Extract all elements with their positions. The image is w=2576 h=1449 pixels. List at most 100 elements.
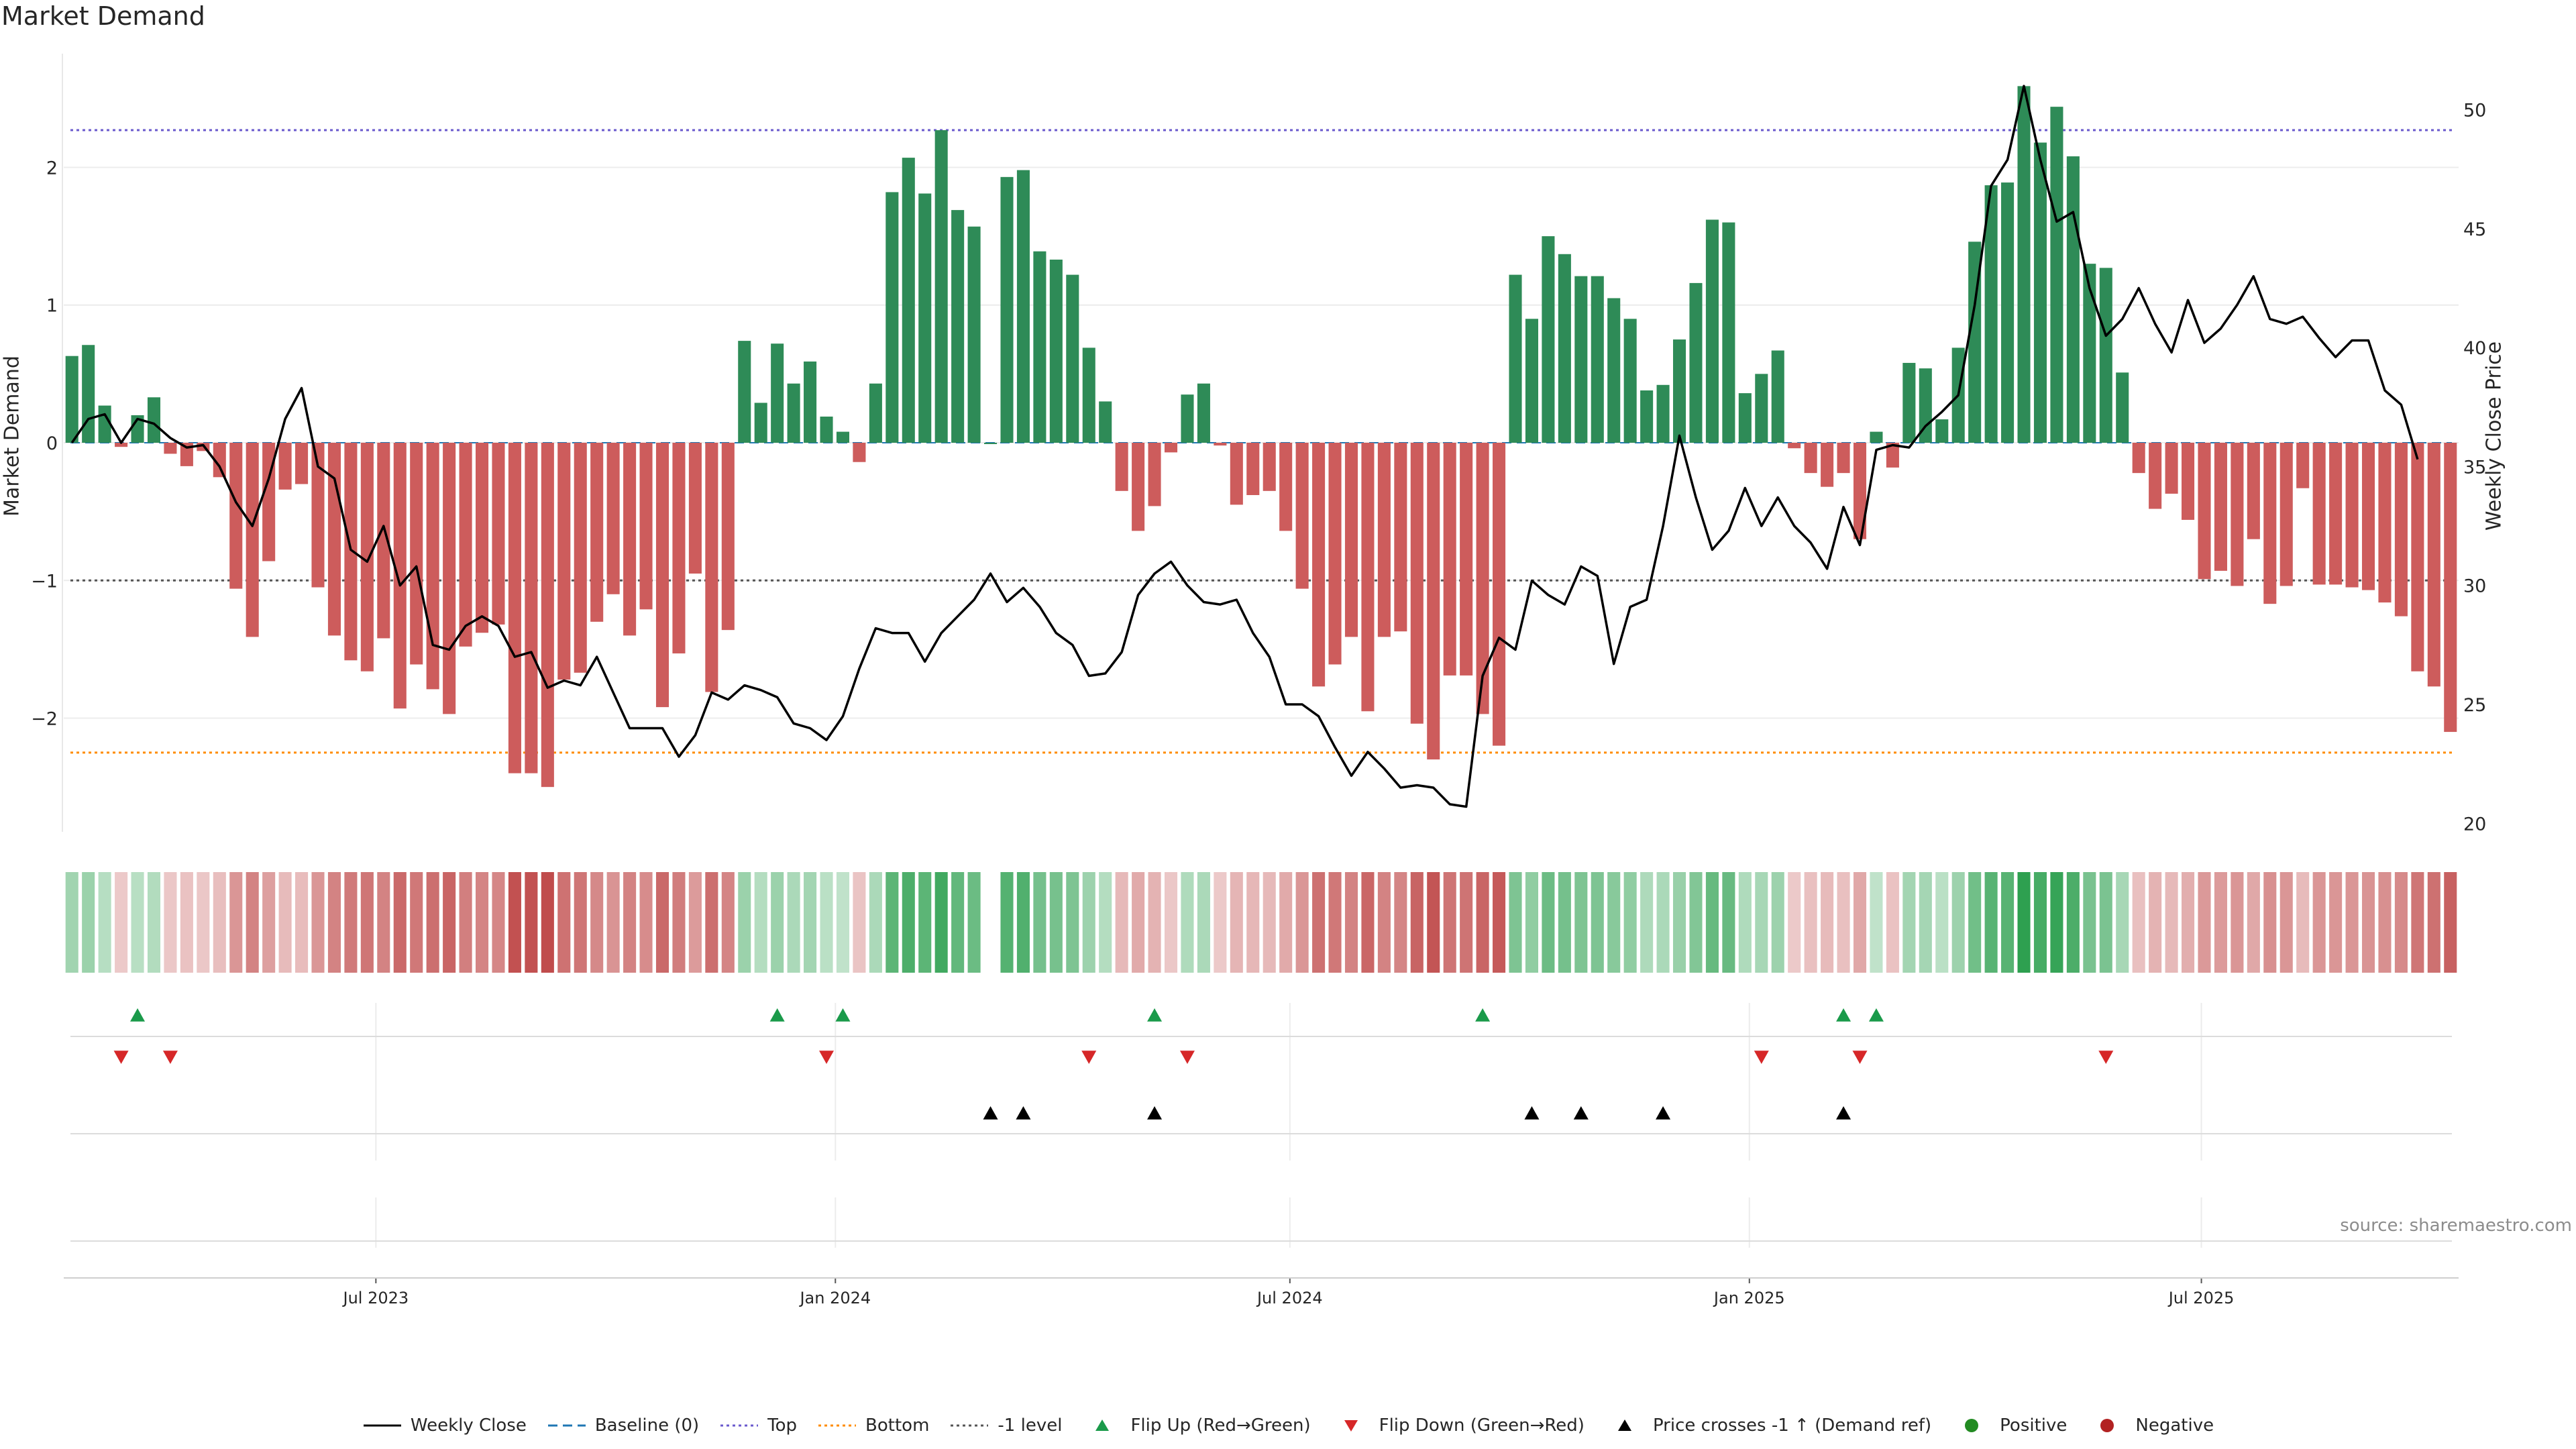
- demand-bar: [1705, 219, 1719, 443]
- heat-cell: [1623, 872, 1637, 973]
- legend-symbol: [363, 1424, 401, 1427]
- demand-bar: [804, 361, 817, 443]
- legend: Weekly Close Baseline (0) Top Bottom -1 leve…: [0, 1415, 2576, 1436]
- heat-cell: [869, 872, 882, 973]
- demand-bar: [1821, 443, 1834, 487]
- heat-cell: [2444, 872, 2457, 973]
- demand-bar: [147, 397, 161, 443]
- heat-cell: [2083, 872, 2096, 973]
- demand-bar: [1394, 443, 1407, 632]
- heat-cell: [229, 872, 243, 973]
- heat-cell: [1804, 872, 1817, 973]
- heat-cell: [2165, 872, 2178, 973]
- legend-symbol: [1965, 1419, 1979, 1432]
- heat-cell: [1246, 872, 1260, 973]
- demand-bar: [459, 443, 472, 647]
- grid-lines: [64, 166, 2459, 1248]
- heat-cell: [688, 872, 702, 973]
- heat-cell: [65, 872, 78, 973]
- legend-label: Weekly Close: [410, 1415, 527, 1436]
- flip-up-marker: [1868, 1008, 1884, 1022]
- demand-bar: [426, 443, 439, 690]
- heat-cell: [738, 872, 751, 973]
- demand-bar: [1000, 176, 1014, 443]
- flip-up-marker: [130, 1008, 146, 1022]
- heat-cell: [1410, 872, 1424, 973]
- demand-bar: [574, 443, 587, 673]
- heat-cell: [1656, 872, 1670, 973]
- heat-cell: [1689, 872, 1703, 973]
- source-label: source: sharemaestro.com: [2340, 1216, 2572, 1236]
- heat-cell: [492, 872, 505, 973]
- flip-down-marker: [1754, 1051, 1769, 1064]
- heat-cell: [2247, 872, 2260, 973]
- demand-bar: [278, 443, 292, 490]
- heat-cell: [1279, 872, 1293, 973]
- heat-cell: [574, 872, 587, 973]
- demand-bar: [1804, 443, 1817, 474]
- heat-cell: [1771, 872, 1784, 973]
- heat-cell: [2050, 872, 2063, 973]
- demand-bar: [2231, 443, 2244, 586]
- heat-cell: [1132, 872, 1145, 973]
- price-cross-marker: [1016, 1106, 1031, 1120]
- demand-bar: [1935, 419, 1949, 443]
- price-cross-marker: [1147, 1106, 1163, 1120]
- demand-bar: [525, 443, 538, 773]
- heat-cell: [393, 872, 407, 973]
- heat-cell: [2378, 872, 2392, 973]
- heat-cell: [475, 872, 489, 973]
- heat-cell: [2149, 872, 2162, 973]
- demand-bar: [2329, 443, 2343, 585]
- demand-bar: [164, 443, 177, 454]
- flip-up-marker: [1836, 1008, 1851, 1022]
- heat-cell: [1197, 872, 1210, 973]
- demand-bar: [2083, 264, 2096, 443]
- demand-bar: [1328, 443, 1342, 665]
- flip-down-marker: [1081, 1051, 1097, 1064]
- heat-cell: [2099, 872, 2112, 973]
- heat-cell: [1312, 872, 1326, 973]
- heat-cell: [2231, 872, 2244, 973]
- heat-cell: [1033, 872, 1046, 973]
- heat-cell: [1377, 872, 1391, 973]
- heat-cell: [1394, 872, 1407, 973]
- heat-cell: [2394, 872, 2408, 973]
- demand-bar: [2033, 142, 2047, 443]
- demand-bar: [1656, 384, 1670, 443]
- demand-bar: [1295, 443, 1309, 589]
- heat-cell: [934, 872, 948, 973]
- demand-bar: [1132, 443, 1145, 531]
- demand-bar: [492, 443, 505, 625]
- demand-bar: [229, 443, 243, 589]
- legend-label: Bottom: [865, 1415, 930, 1436]
- heat-cell: [672, 872, 686, 973]
- heat-cell: [1049, 872, 1063, 973]
- demand-bar: [623, 443, 637, 636]
- heat-cell: [1574, 872, 1588, 973]
- heat-cell: [180, 872, 193, 973]
- legend-symbol: [818, 1424, 857, 1427]
- flip-down-marker: [162, 1051, 178, 1064]
- demand-bar: [1689, 282, 1703, 443]
- heat-cell: [164, 872, 177, 973]
- heat-cell: [459, 872, 472, 973]
- demand-bars: [65, 86, 2457, 788]
- heat-cell: [2182, 872, 2195, 973]
- heat-cell: [1066, 872, 1079, 973]
- left-tick-label: 0: [46, 433, 58, 454]
- x-tick-label: Jul 2025: [2167, 1289, 2235, 1307]
- heat-cell: [147, 872, 161, 973]
- demand-bar: [869, 383, 882, 443]
- event-markers: [113, 1008, 2114, 1120]
- heat-cell: [2198, 872, 2211, 973]
- demand-bar: [705, 443, 718, 692]
- legend-label: Baseline (0): [594, 1415, 700, 1436]
- heat-cell: [1886, 872, 1899, 973]
- market-demand-chart: 2 1 0 −1 −2 50 45 40 35 30 25 20 Jul 2023 Jan 2024 Jul…: [31, 54, 2486, 1307]
- demand-bar: [1246, 443, 1260, 495]
- heat-cell: [2279, 872, 2293, 973]
- legend-item: Negative: [2087, 1415, 2214, 1436]
- heat-cell: [820, 872, 833, 973]
- heat-cell: [1295, 872, 1309, 973]
